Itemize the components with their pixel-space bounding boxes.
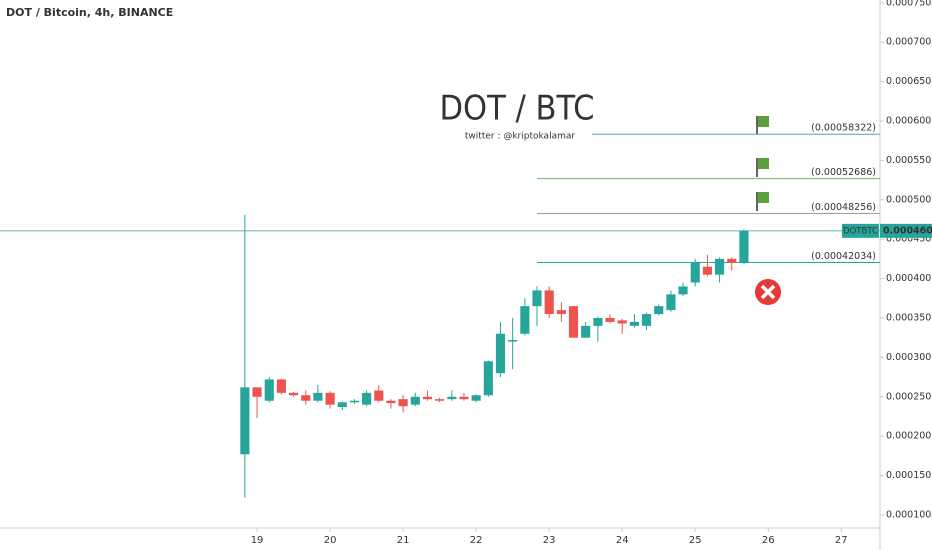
candle-body xyxy=(459,396,469,400)
y-tick-label: 0.00045000 xyxy=(886,234,932,245)
symbol-label: DOTBTC xyxy=(843,226,878,236)
candle-body xyxy=(483,361,493,396)
candle-body xyxy=(337,402,347,408)
y-tick-label: 0.00060000 xyxy=(886,115,932,126)
flag xyxy=(758,158,769,169)
flags xyxy=(756,116,769,211)
y-tick-label: 0.00010000 xyxy=(886,509,932,520)
candle-body xyxy=(678,286,688,295)
candle-body xyxy=(471,395,481,401)
candle-body xyxy=(422,396,433,400)
candle-body xyxy=(605,317,615,322)
candle-body xyxy=(325,392,335,405)
candle-body xyxy=(447,396,457,400)
stop-cross xyxy=(760,284,776,300)
y-tick-label: 0.00025000 xyxy=(886,391,932,402)
candle-body xyxy=(641,314,652,326)
candle-body xyxy=(568,306,579,338)
candle-body xyxy=(727,258,737,263)
candle-body xyxy=(593,317,603,326)
x-tick-label: 25 xyxy=(689,535,702,546)
candle-body xyxy=(508,340,518,342)
candle-body xyxy=(398,399,408,407)
x-tick-label: 24 xyxy=(616,535,629,546)
x-tick-label: 21 xyxy=(397,535,410,546)
y-tick-label: 0.00050000 xyxy=(886,194,932,205)
y-tick-label: 0.00015000 xyxy=(886,470,932,481)
candle-body xyxy=(702,266,713,275)
price-label: 0.00046057 xyxy=(883,225,932,236)
candle-body xyxy=(666,294,676,311)
flag xyxy=(758,192,769,203)
candle-body xyxy=(410,396,420,405)
level-label: (0.00052686) xyxy=(811,167,876,178)
candle-body xyxy=(276,379,286,393)
candle-body xyxy=(349,400,359,403)
chart-title: DOT / Bitcoin, 4h, BINANCE xyxy=(6,6,173,19)
candle-body xyxy=(617,320,627,324)
candle-body xyxy=(386,400,396,404)
candle-body xyxy=(374,390,384,401)
candle-body xyxy=(264,379,274,401)
stop-icon xyxy=(755,279,781,305)
candle-body xyxy=(520,306,530,334)
annotation-credit: twitter : @kriptokalamar xyxy=(465,132,575,142)
candle-body xyxy=(739,230,749,263)
flag xyxy=(758,116,769,127)
y-tick-label: 0.00040000 xyxy=(886,273,932,284)
level-label: (0.00058322) xyxy=(811,123,876,134)
candle-body xyxy=(495,333,506,374)
candle-body xyxy=(654,306,664,315)
candle-body xyxy=(362,392,372,405)
candle-body xyxy=(690,262,700,283)
x-tick-label: 22 xyxy=(470,535,483,546)
x-tick-label: 19 xyxy=(251,535,264,546)
y-tick-label: 0.00030000 xyxy=(886,352,932,363)
candle-body xyxy=(532,290,542,307)
y-tick-label: 0.00070000 xyxy=(886,37,932,48)
y-tick-label: 0.00055000 xyxy=(886,155,932,166)
y-tick-label: 0.00065000 xyxy=(886,76,932,87)
y-tick-label: 0.00020000 xyxy=(886,431,932,442)
candle-body xyxy=(289,392,299,396)
candle-body xyxy=(714,258,725,275)
candle-body xyxy=(313,392,323,401)
candle-body xyxy=(556,310,566,315)
candle-body xyxy=(544,290,554,315)
x-tick-label: 27 xyxy=(835,535,848,546)
candle-body xyxy=(435,399,445,401)
y-tick-label: 0.00075000 xyxy=(886,0,932,8)
symbol-box xyxy=(842,223,879,238)
candle-body xyxy=(240,387,250,455)
annotation-title: DOT / BTC xyxy=(439,89,594,129)
x-tick-label: 23 xyxy=(543,535,556,546)
price-box xyxy=(880,223,932,238)
x-tick-label: 26 xyxy=(762,535,775,546)
x-tick-label: 20 xyxy=(324,535,337,546)
level-label: (0.00042034) xyxy=(811,251,876,262)
candle-body xyxy=(252,387,262,397)
level-label: (0.00048256) xyxy=(811,202,876,213)
candle-body xyxy=(629,321,639,326)
candle-body xyxy=(301,395,311,401)
candle-body xyxy=(581,325,591,338)
y-tick-label: 0.00035000 xyxy=(886,312,932,323)
